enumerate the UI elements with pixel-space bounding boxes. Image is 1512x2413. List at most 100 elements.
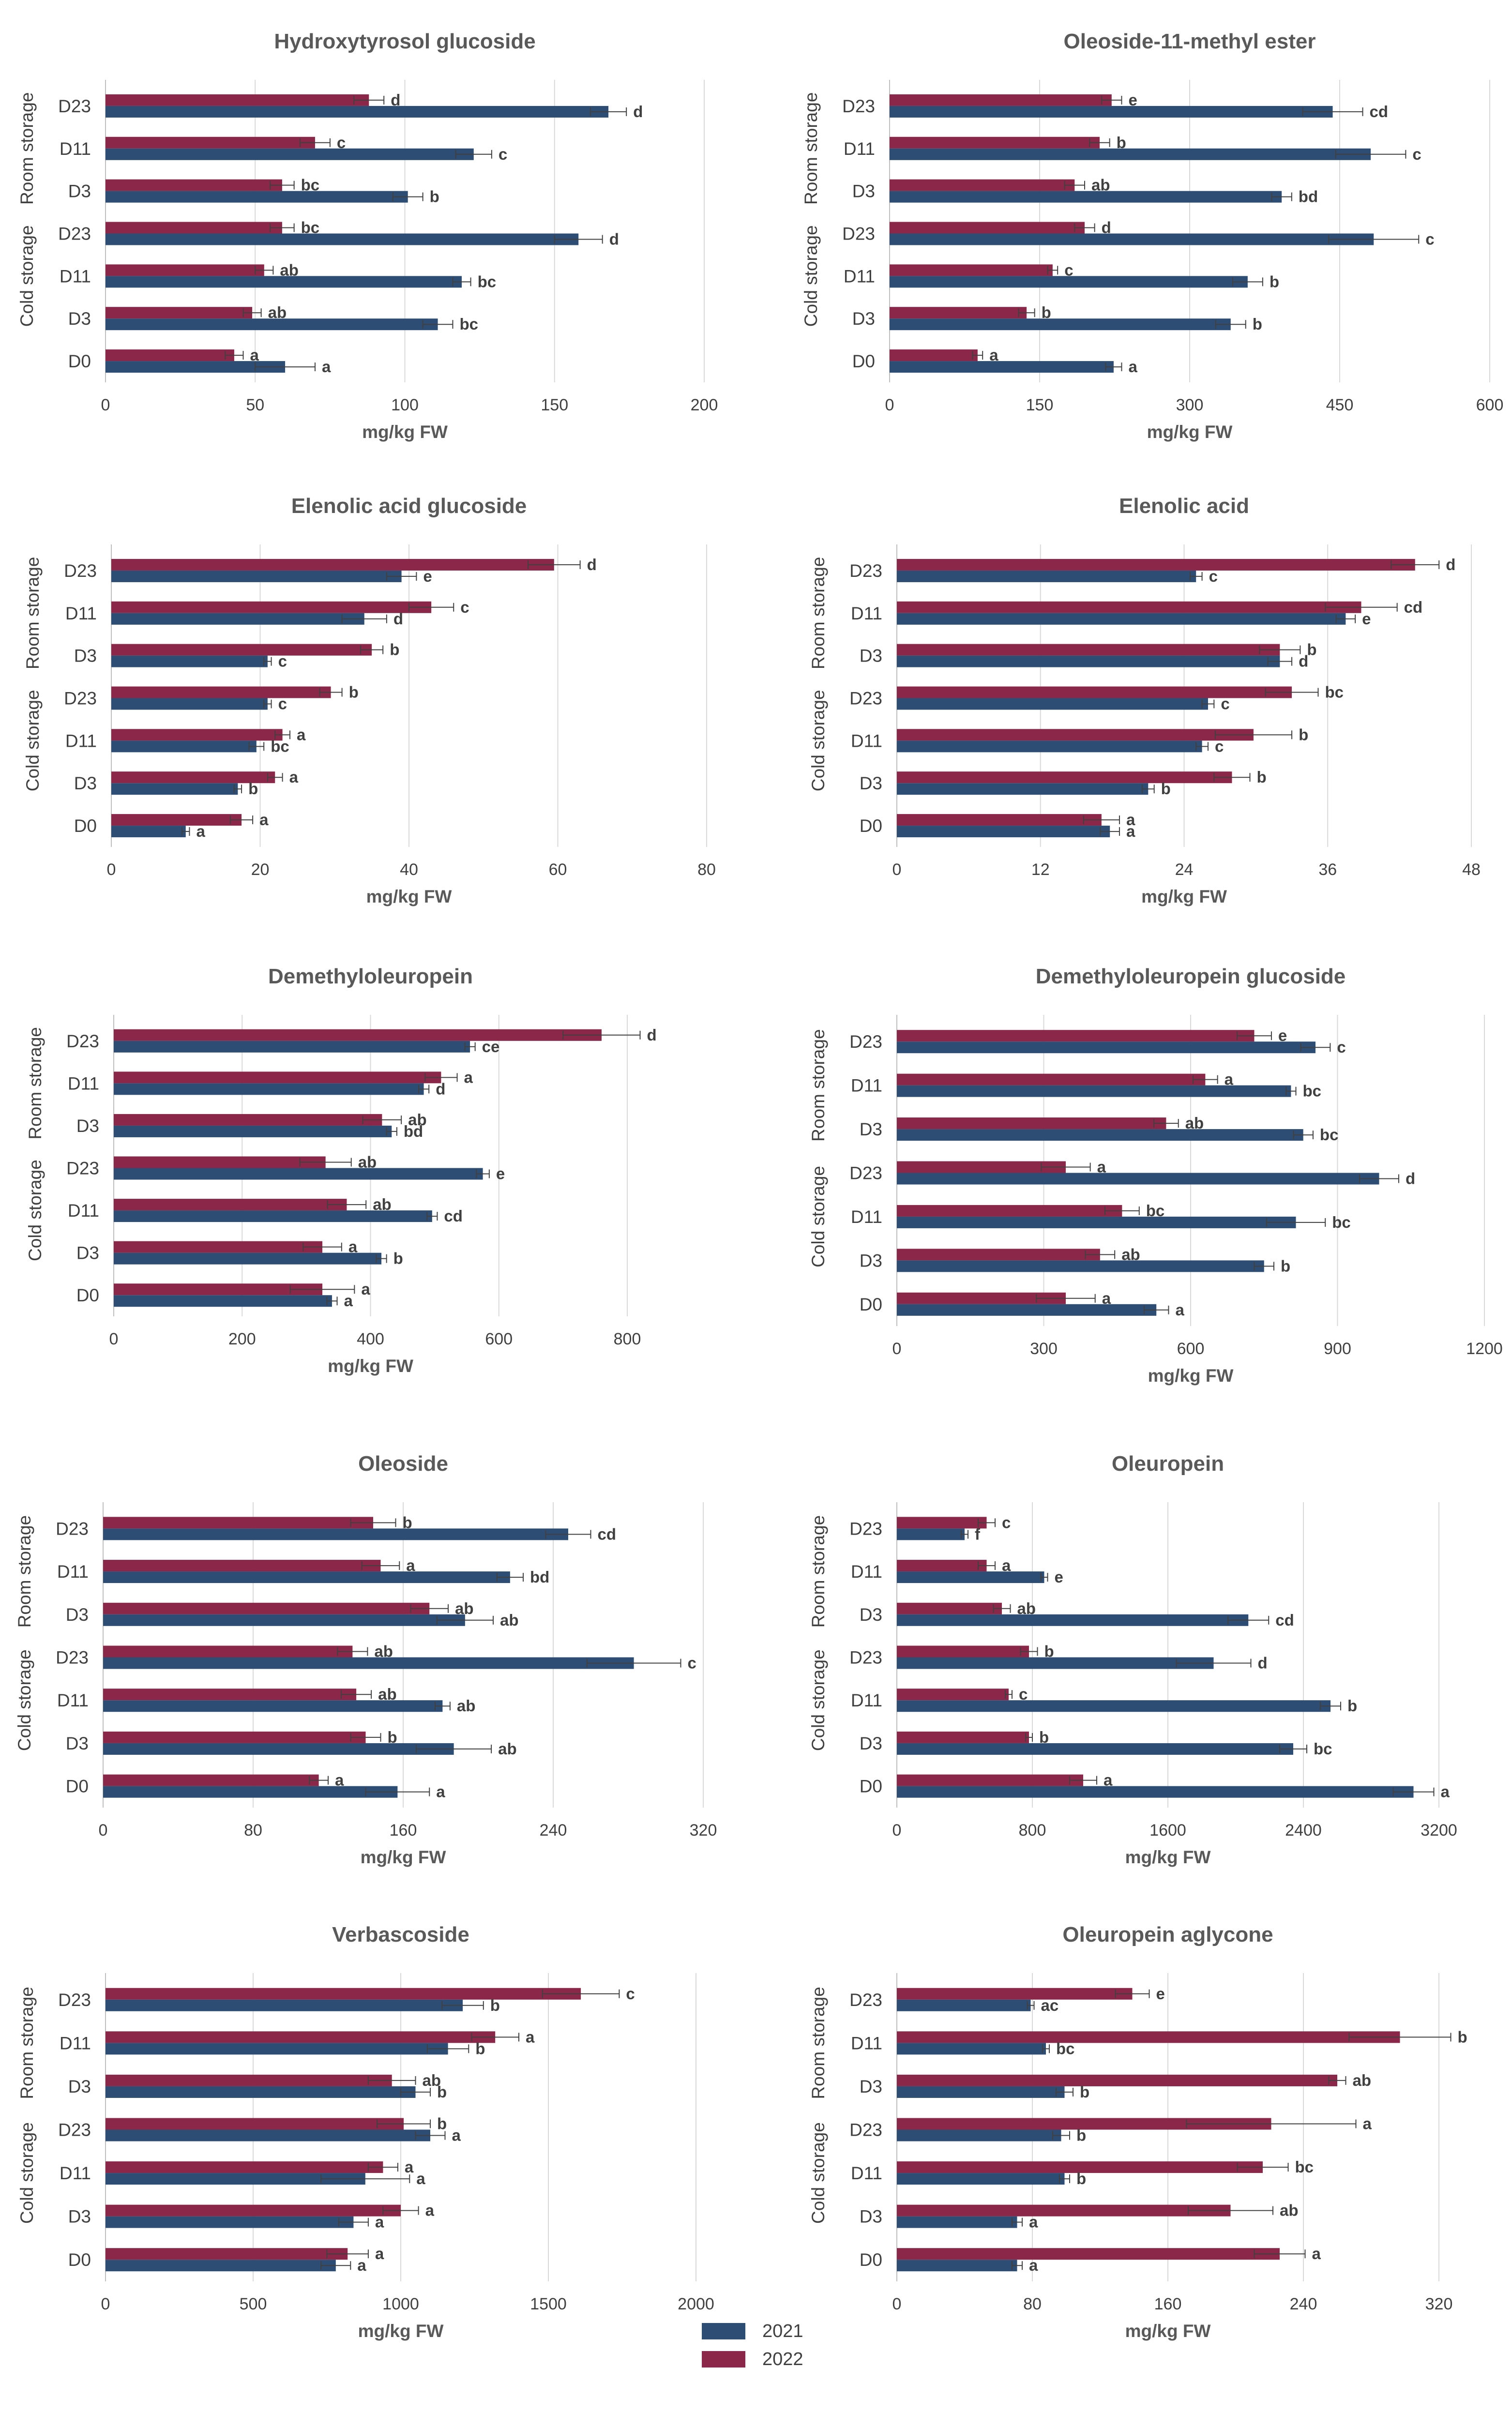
significance-letter: ab <box>378 1685 397 1703</box>
significance-letter: ce <box>482 1038 500 1056</box>
significance-letter: c <box>1002 1513 1011 1531</box>
significance-letter: bc <box>1320 1126 1339 1144</box>
significance-letter: d <box>1258 1654 1268 1672</box>
bar-2021 <box>106 2129 430 2142</box>
group-label: Cold storage <box>801 225 821 327</box>
bar-2021 <box>897 2173 1065 2185</box>
x-tick-label: 0 <box>885 396 894 414</box>
significance-letter: c <box>1064 261 1073 279</box>
significance-letter: e <box>1278 1026 1287 1044</box>
significance-letter: ab <box>423 2071 441 2089</box>
bar-2021 <box>111 655 268 667</box>
significance-letter: a <box>1128 358 1137 376</box>
chart-panel: Oleuropein 0 800 1600 2400 3200 mg/kg FW D23 D11… <box>808 1452 1457 1867</box>
x-tick-label: 2400 <box>1285 1821 1322 1840</box>
x-tick-label: 48 <box>1462 860 1481 879</box>
significance-letter: e <box>1128 91 1137 109</box>
group-label: Room storage <box>17 92 37 205</box>
bar-2022 <box>897 2204 1231 2217</box>
y-tick-label: D3 <box>860 1605 882 1625</box>
significance-letter: bc <box>1314 1740 1332 1758</box>
bar-2022 <box>103 1645 353 1658</box>
significance-letter: a <box>416 2170 425 2187</box>
bar-2022 <box>897 601 1361 613</box>
chart-title: Hydroxytyrosol glucoside <box>274 30 535 53</box>
group-label: Cold storage <box>17 225 37 327</box>
bar-2022 <box>103 1689 357 1701</box>
bar-2021 <box>897 2216 1017 2228</box>
significance-letter: ab <box>1280 2202 1299 2219</box>
y-tick-label: D11 <box>851 1076 882 1096</box>
significance-letter: a <box>196 822 205 840</box>
bar-2021 <box>897 698 1208 710</box>
significance-letter: b <box>1257 768 1267 786</box>
y-tick-label: D11 <box>60 2033 91 2053</box>
bar-2022 <box>103 1774 319 1786</box>
x-tick-label: 0 <box>892 1340 902 1358</box>
bar-2021 <box>114 1210 432 1222</box>
x-tick-label: 0 <box>101 2295 110 2313</box>
significance-letter: b <box>393 1250 403 1267</box>
bar-2021 <box>106 2086 416 2098</box>
bar-2022 <box>897 2074 1337 2086</box>
bar-2021 <box>106 2043 448 2055</box>
y-tick-label: D23 <box>849 689 882 709</box>
chart-title: Oleoside <box>358 1452 448 1476</box>
bar-2021 <box>897 613 1346 625</box>
significance-letter: bd <box>1299 188 1318 206</box>
bar-2021 <box>103 1614 465 1626</box>
x-tick-label: 500 <box>240 2295 267 2313</box>
x-tick-label: 24 <box>1175 860 1194 879</box>
significance-letter: b <box>490 1996 500 2014</box>
significance-letter: e <box>1055 1568 1063 1586</box>
bar-2022 <box>106 307 253 319</box>
x-axis-label: mg/kg FW <box>1125 1847 1211 1867</box>
significance-letter: b <box>437 2115 447 2133</box>
significance-letter: b <box>388 1728 397 1746</box>
x-axis-label: mg/kg FW <box>358 2321 444 2341</box>
bar-2022 <box>897 2031 1400 2043</box>
x-tick-label: 60 <box>549 860 567 879</box>
significance-letter: a <box>250 346 259 364</box>
bar-2021 <box>103 1700 443 1712</box>
y-tick-label: D3 <box>852 181 875 201</box>
y-tick-label: D11 <box>851 603 882 623</box>
y-tick-label: D3 <box>66 1734 89 1753</box>
bar-2021 <box>103 1657 634 1669</box>
significance-letter: cd <box>1370 103 1389 121</box>
x-tick-label: 240 <box>540 1821 567 1840</box>
significance-letter: a <box>289 768 299 786</box>
significance-letter: ab <box>1091 176 1110 194</box>
group-label: Room storage <box>25 1027 45 1139</box>
bar-2022 <box>106 136 315 149</box>
bar-2021 <box>111 826 186 838</box>
bar-2022 <box>897 558 1415 571</box>
x-tick-label: 36 <box>1318 860 1337 879</box>
x-tick-label: 3200 <box>1421 1821 1457 1840</box>
significance-letter: b <box>1042 303 1051 321</box>
bar-2022 <box>897 771 1232 784</box>
x-tick-label: 800 <box>614 1330 641 1348</box>
significance-letter: d <box>1406 1170 1415 1188</box>
significance-letter: a <box>526 2028 535 2046</box>
y-tick-label: D11 <box>60 266 91 286</box>
bar-2021 <box>114 1295 332 1307</box>
significance-letter: a <box>1175 1301 1184 1319</box>
x-tick-label: 0 <box>101 396 110 414</box>
y-tick-label: D3 <box>860 773 882 793</box>
bar-2021 <box>897 1528 965 1540</box>
bar-2021 <box>890 233 1374 245</box>
significance-letter: ab <box>498 1740 517 1758</box>
significance-letter: b <box>1458 2028 1467 2046</box>
significance-letter: ab <box>455 1599 474 1617</box>
significance-letter: a <box>1225 1071 1234 1088</box>
significance-letter: d <box>393 610 403 628</box>
significance-letter: a <box>1312 2245 1321 2262</box>
significance-letter: cd <box>598 1525 617 1543</box>
bar-2021 <box>897 2129 1061 2142</box>
significance-letter: e <box>1362 610 1371 628</box>
significance-letter: d <box>1102 219 1111 237</box>
significance-letter: bc <box>301 176 320 194</box>
y-tick-label: D3 <box>860 2207 882 2227</box>
y-tick-label: D3 <box>860 1119 882 1139</box>
